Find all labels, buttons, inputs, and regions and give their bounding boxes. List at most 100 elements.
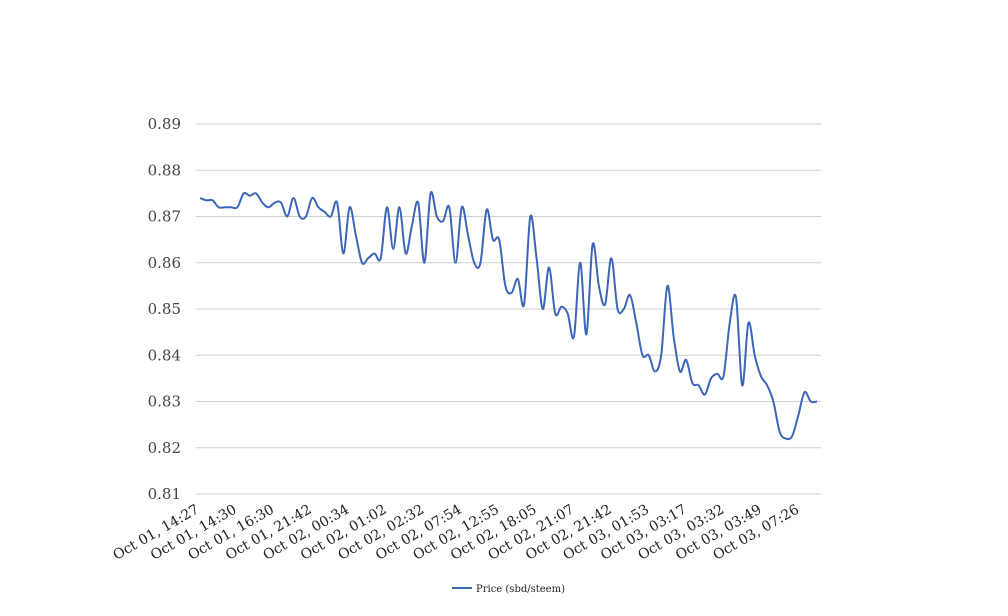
- data-point: [566, 312, 570, 316]
- data-point: [410, 224, 414, 228]
- data-point: [722, 374, 726, 378]
- y-tick-label: 0.84: [148, 346, 181, 364]
- data-point: [360, 261, 364, 265]
- data-point: [416, 201, 420, 205]
- data-point: [404, 252, 408, 256]
- data-point: [385, 205, 389, 209]
- data-point: [715, 372, 719, 376]
- data-point: [665, 284, 669, 288]
- data-point: [672, 335, 676, 339]
- data-point: [535, 256, 539, 260]
- data-point: [291, 196, 295, 200]
- data-point: [422, 261, 426, 265]
- data-point: [678, 369, 682, 373]
- data-point: [229, 205, 233, 209]
- data-point: [260, 201, 264, 205]
- data-point: [329, 215, 333, 219]
- data-point: [285, 215, 289, 219]
- data-point: [379, 256, 383, 260]
- data-point: [815, 400, 819, 404]
- data-point: [628, 293, 632, 297]
- y-tick-label: 0.86: [148, 254, 181, 272]
- data-point: [522, 302, 526, 306]
- data-point: [472, 261, 476, 265]
- data-point: [603, 302, 607, 306]
- data-point: [391, 247, 395, 251]
- data-point: [198, 196, 202, 200]
- data-point: [759, 374, 763, 378]
- y-tick-label: 0.85: [148, 300, 181, 318]
- data-point: [447, 205, 451, 209]
- data-point: [659, 353, 663, 357]
- data-point: [460, 205, 464, 209]
- data-point: [441, 219, 445, 223]
- data-point: [528, 215, 532, 219]
- data-point: [790, 434, 794, 438]
- data-point: [242, 191, 246, 195]
- data-point: [373, 252, 377, 256]
- data-point: [684, 358, 688, 362]
- data-point: [541, 307, 545, 311]
- data-point: [503, 284, 507, 288]
- data-point: [690, 381, 694, 385]
- data-point: [497, 238, 501, 242]
- data-point: [796, 413, 800, 417]
- data-point: [753, 353, 757, 357]
- data-point: [553, 312, 557, 316]
- data-point: [248, 194, 252, 198]
- gridlines: [196, 123, 821, 495]
- data-point: [466, 233, 470, 237]
- y-tick-label: 0.88: [148, 161, 181, 179]
- data-point: [609, 256, 613, 260]
- data-point: [335, 201, 339, 205]
- data-point: [316, 205, 320, 209]
- data-point: [435, 215, 439, 219]
- data-point: [279, 201, 283, 205]
- y-tick-label: 0.82: [148, 439, 181, 457]
- data-point: [254, 191, 258, 195]
- data-point: [616, 307, 620, 311]
- data-point: [584, 332, 588, 336]
- y-tick-label: 0.81: [148, 485, 181, 503]
- data-point: [397, 205, 401, 209]
- data-point: [640, 353, 644, 357]
- data-point: [703, 393, 707, 397]
- data-point: [341, 252, 345, 256]
- data-point: [653, 369, 657, 373]
- y-tick-label: 0.87: [148, 208, 181, 226]
- data-point: [740, 383, 744, 387]
- data-point: [559, 305, 563, 309]
- data-point: [578, 261, 582, 265]
- data-point: [809, 400, 813, 404]
- y-tick-label: 0.89: [148, 115, 181, 133]
- data-point: [323, 210, 327, 214]
- data-point: [348, 205, 352, 209]
- data-point: [354, 233, 358, 237]
- y-axis-ticks: 0.89 0.88 0.87 0.86 0.85 0.84 0.83 0.82 0.81: [148, 115, 181, 503]
- data-point: [485, 208, 489, 212]
- data-point: [547, 265, 551, 269]
- data-point: [298, 215, 302, 219]
- data-point: [223, 205, 227, 209]
- data-point: [622, 307, 626, 311]
- data-point: [647, 353, 651, 357]
- data-point: [591, 242, 595, 246]
- series-layer: [198, 190, 819, 441]
- data-point: [516, 277, 520, 281]
- data-point: [597, 284, 601, 288]
- data-point: [478, 261, 482, 265]
- data-point: [734, 295, 738, 299]
- data-point: [634, 321, 638, 325]
- data-point: [267, 205, 271, 209]
- data-point: [728, 321, 732, 325]
- data-point: [366, 256, 370, 260]
- data-point: [273, 201, 277, 205]
- data-point: [765, 383, 769, 387]
- data-point: [803, 390, 807, 394]
- y-tick-label: 0.83: [148, 393, 181, 411]
- data-point: [784, 437, 788, 441]
- data-point: [491, 238, 495, 242]
- data-point: [778, 430, 782, 434]
